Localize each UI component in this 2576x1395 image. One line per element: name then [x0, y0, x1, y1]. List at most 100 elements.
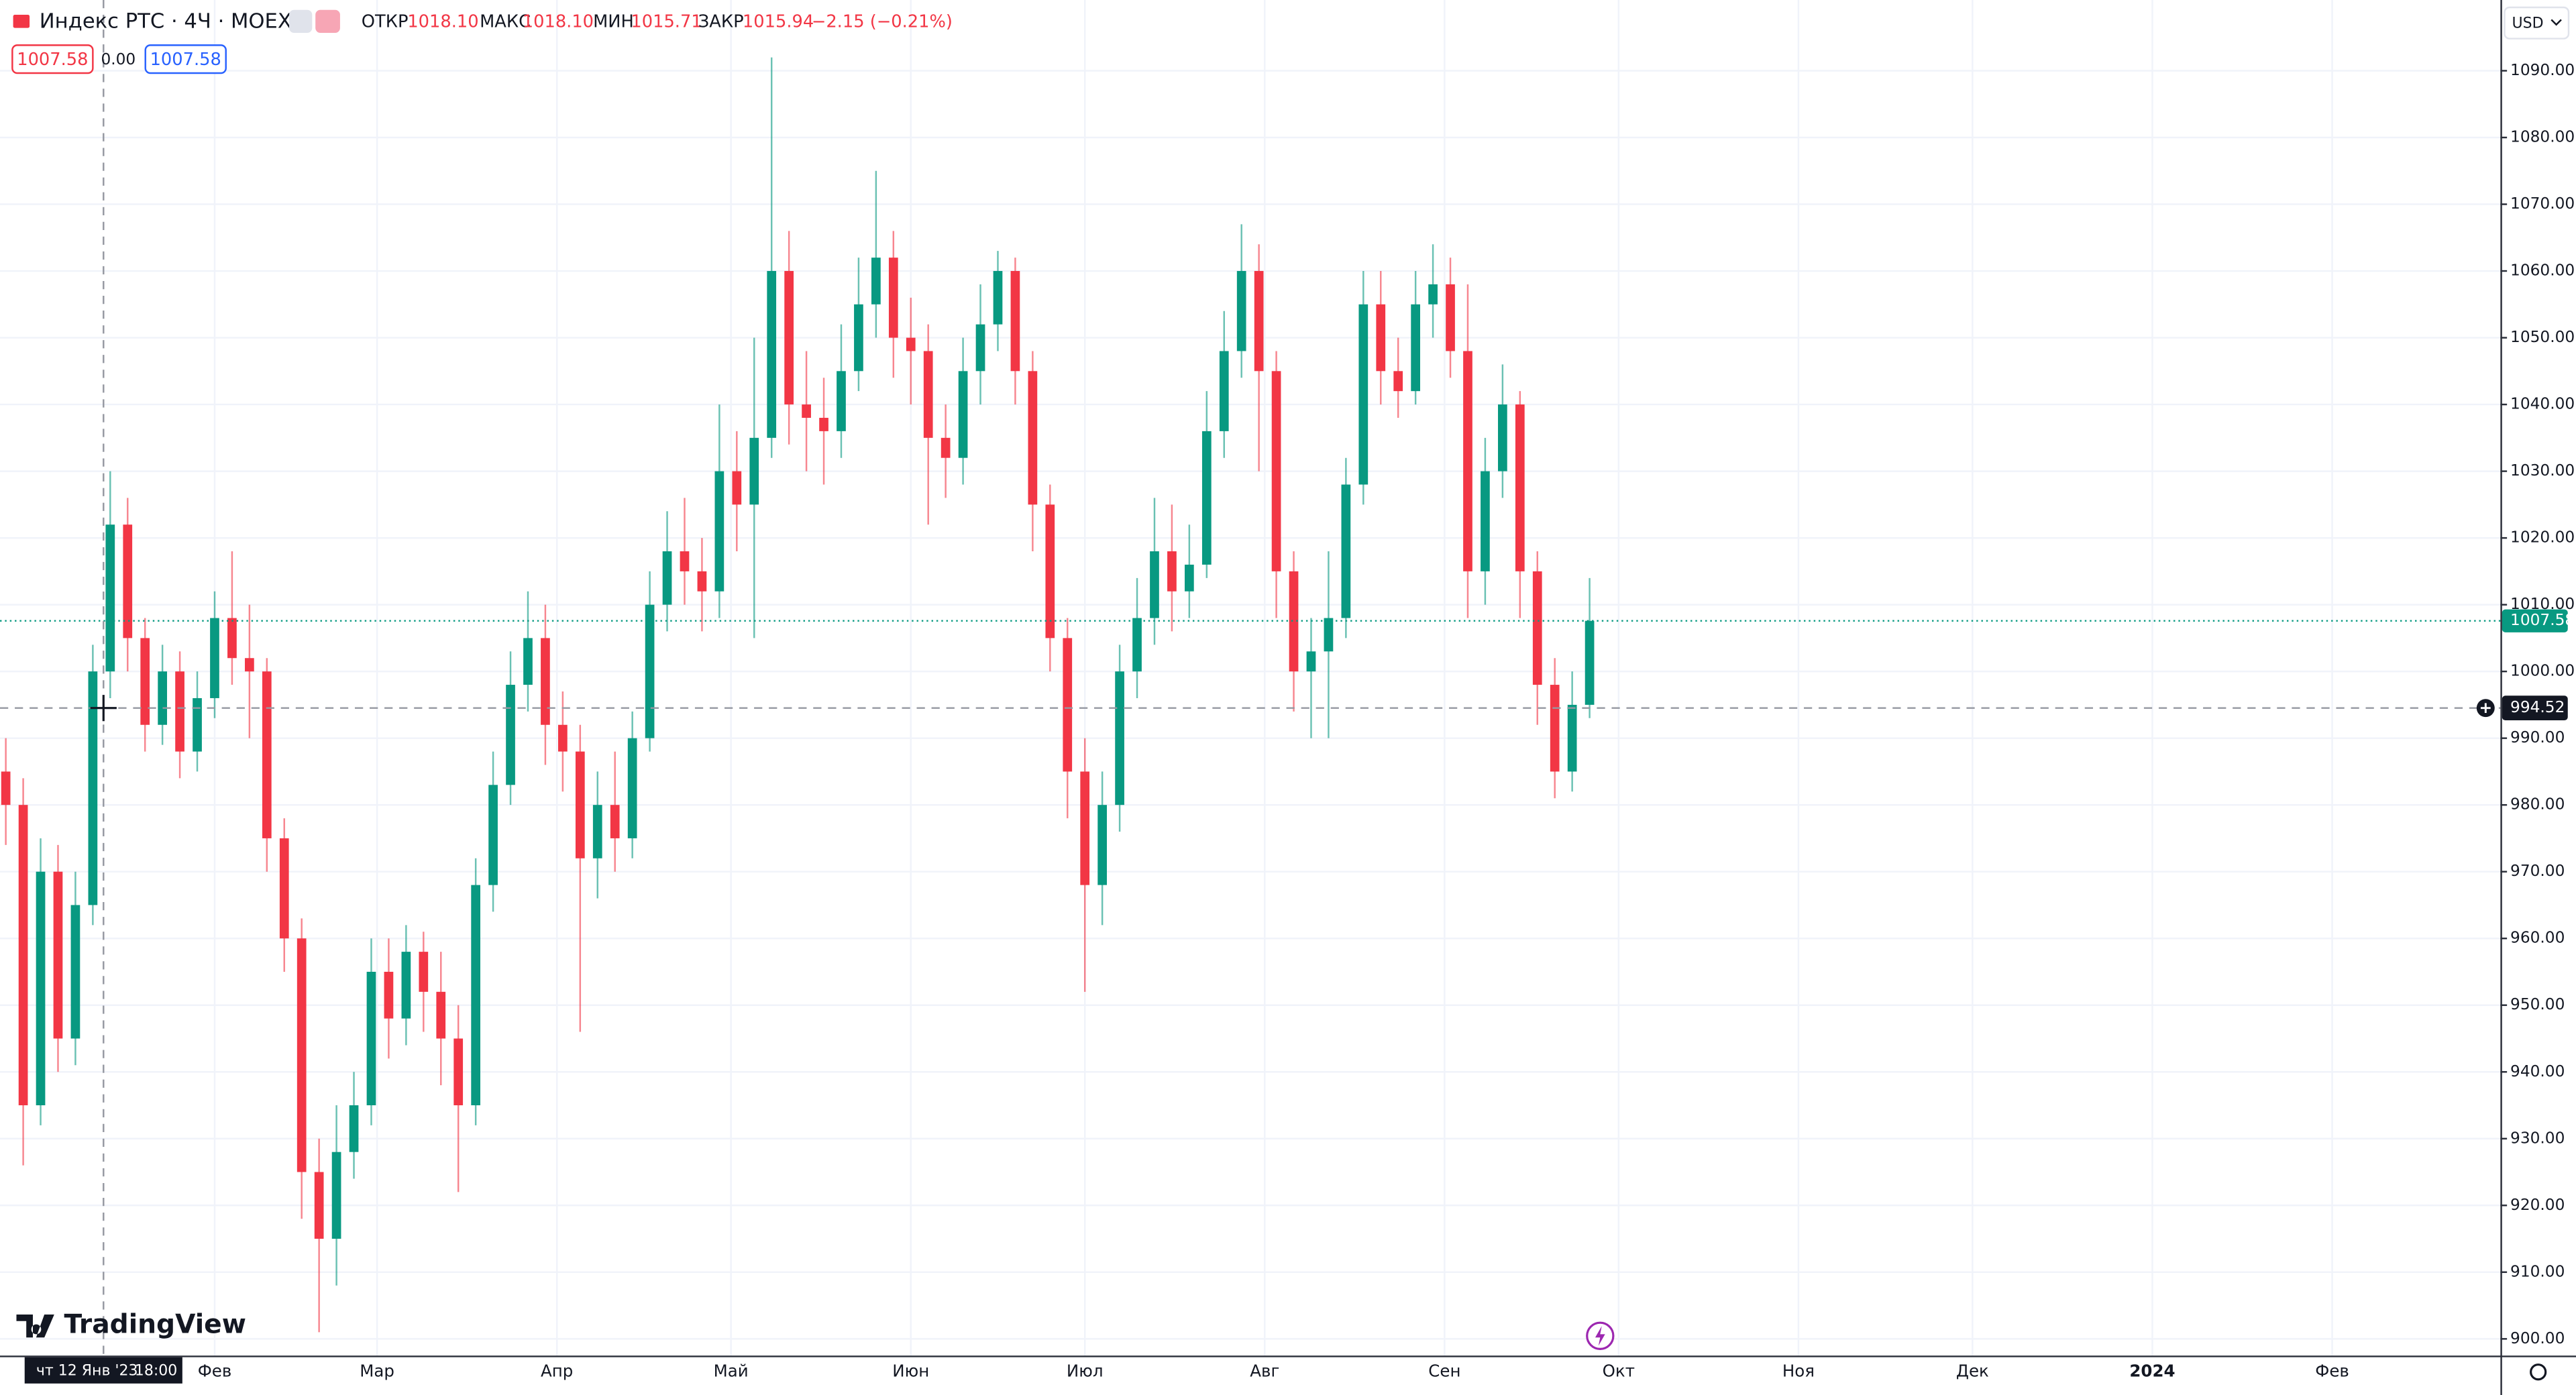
candle-body [401, 952, 411, 1019]
y-tick-label: 1010.00 [2510, 595, 2575, 613]
x-tick-label: Мар [360, 1361, 394, 1381]
compare-icon[interactable] [315, 9, 340, 33]
currency-arrow [2551, 19, 2562, 26]
y-tick-label: 970.00 [2510, 862, 2565, 880]
candle-body [784, 271, 794, 405]
candle-body [262, 671, 272, 838]
candle-body [1167, 551, 1177, 592]
low-value: 1015.71 [631, 12, 702, 32]
candle-body [1515, 404, 1525, 571]
crosshair-time-box [24, 1357, 182, 1384]
last-price-box [2502, 609, 2568, 632]
candle-body [732, 471, 742, 505]
x-tick-label: Июл [1067, 1361, 1104, 1381]
candle-body [767, 271, 777, 438]
candle-body [1150, 551, 1159, 618]
candle-body [523, 638, 533, 685]
candle-body [1532, 571, 1542, 685]
candle-body [1219, 351, 1229, 431]
y-tick-label: 940.00 [2510, 1062, 2565, 1080]
x-tick-label: Фев [2315, 1361, 2349, 1381]
crosshair-price-box [2502, 695, 2568, 721]
candle-body [506, 685, 515, 785]
candles [1, 57, 1595, 1333]
event-bolt [1595, 1326, 1605, 1346]
candle-body [436, 991, 446, 1039]
spread: 0.00 [101, 50, 136, 68]
candle-body [1254, 271, 1264, 372]
candle-body [158, 671, 168, 725]
candle-body [1446, 284, 1455, 351]
crosshair-time-label: 18:00 [135, 1362, 177, 1379]
y-tick-label: 910.00 [2510, 1262, 2565, 1280]
high-value: 1018.10 [523, 12, 594, 32]
x-tick-label: Сен [1428, 1361, 1460, 1381]
candle-body [70, 905, 80, 1039]
logo: TradingView [16, 1310, 246, 1340]
candle-body [1358, 304, 1368, 485]
candle-body [1341, 484, 1351, 618]
low-label: МИН [593, 12, 634, 32]
candle-body [906, 337, 916, 351]
candle-body [941, 437, 951, 458]
candle-body [1010, 271, 1020, 372]
candle-body [871, 258, 881, 304]
candle-body [349, 1105, 359, 1152]
x-tick-label: Дек [1956, 1361, 1989, 1381]
candle-body [1045, 504, 1055, 638]
settings-icon[interactable] [2530, 1363, 2547, 1381]
y-tick-label: 1060.00 [2510, 262, 2575, 280]
candle-body [105, 524, 115, 672]
currency: USD [2512, 15, 2543, 32]
y-tick-label: 1020.00 [2510, 528, 2575, 547]
candle-body [1097, 805, 1108, 885]
y-tick-label: 930.00 [2510, 1129, 2565, 1147]
candle-body [645, 604, 655, 738]
buy-button[interactable] [144, 44, 227, 74]
add-alert-plus [2480, 703, 2491, 714]
currency-button[interactable] [2504, 6, 2570, 40]
sell-button[interactable] [11, 44, 94, 74]
candle-body [854, 304, 863, 372]
y-tick-label: 900.00 [2510, 1329, 2565, 1347]
candle-body [958, 371, 968, 458]
symbol-title[interactable]: Индекс РТС · 4Ч · MOEX [40, 10, 292, 34]
candle-body [314, 1172, 324, 1239]
toggle-icon[interactable] [289, 9, 313, 33]
candle-body [140, 638, 150, 725]
close-value: 1015.94 [743, 12, 814, 32]
candle-body [662, 551, 672, 605]
y-tick-label: 920.00 [2510, 1196, 2565, 1214]
crosshair-price-label: 994.52 [2510, 698, 2565, 716]
candle-body [541, 638, 550, 725]
candle-body [471, 885, 481, 1106]
logo-icon [16, 1314, 54, 1338]
candle-body [1376, 304, 1386, 372]
candle-body [1028, 371, 1038, 505]
candle-body [245, 658, 254, 672]
candle-body [1411, 304, 1421, 392]
candle-body [714, 471, 724, 592]
change-value: −2.15 (−0.21%) [812, 12, 953, 32]
y-tick-label: 990.00 [2510, 728, 2565, 746]
close-label: ЗАКР [698, 12, 744, 32]
candle-body [88, 671, 98, 905]
y-tick-label: 1080.00 [2510, 128, 2575, 146]
crosshair-date-label: чт 12 Янв '23 [36, 1362, 138, 1379]
candle-body [1132, 618, 1142, 672]
candle-body [1428, 284, 1438, 304]
last-price-label: 1007.58 [2510, 611, 2575, 629]
candle-body [558, 724, 568, 752]
candle-body [18, 805, 28, 1106]
grid [0, 0, 2501, 1356]
candle-body [36, 871, 46, 1106]
y-tick-label: 960.00 [2510, 929, 2565, 947]
y-tick-label: 1030.00 [2510, 461, 2575, 480]
x-tick-label: 2024 [2129, 1361, 2175, 1381]
x-tick-label: Окт [1603, 1361, 1635, 1381]
candle-body [1498, 404, 1507, 471]
y-tick-label: 950.00 [2510, 995, 2565, 1013]
